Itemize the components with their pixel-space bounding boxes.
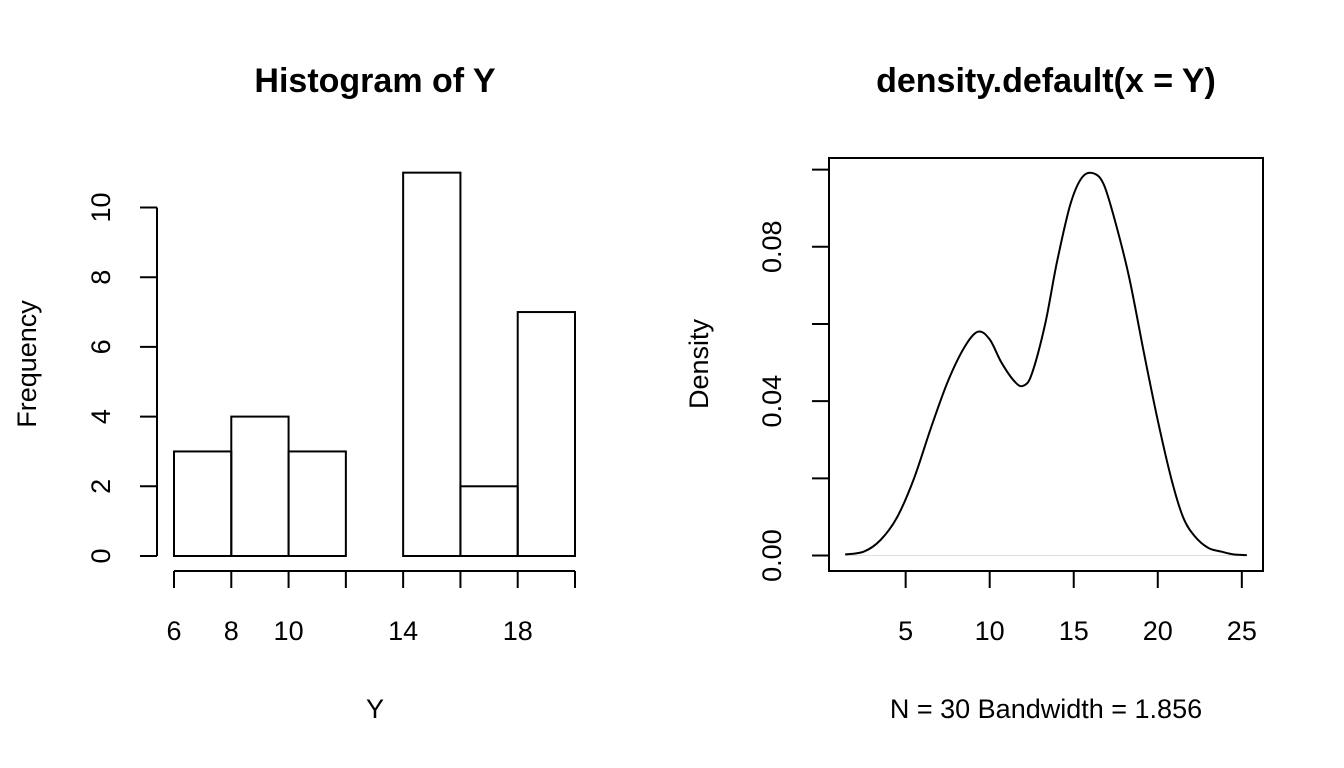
- histogram-xlabel: Y: [366, 694, 384, 724]
- density-x-tick-label: 10: [975, 616, 1005, 646]
- density-x-axis: 5 10 15 20 25: [898, 571, 1257, 646]
- histogram-bars: [173, 171, 577, 558]
- histogram-y-tick-label: 0: [86, 548, 116, 563]
- histogram-bar: [287, 450, 347, 558]
- density-ylabel: Density: [684, 318, 714, 409]
- histogram-bar: [402, 171, 462, 557]
- histogram-bar: [230, 415, 290, 557]
- histogram-y-tick-label: 4: [86, 409, 116, 424]
- histogram-x-axis: 6 8 10 14 18: [166, 570, 576, 646]
- histogram-bar: [459, 485, 519, 557]
- histogram-x-tick-label: 14: [388, 616, 418, 646]
- histogram-title: Histogram of Y: [254, 62, 496, 100]
- histogram-y-tick-label: 10: [86, 192, 116, 222]
- histogram-x-tick-label: 10: [274, 616, 304, 646]
- histogram-panel: Histogram of Y Y Frequency 6 8 10 14 18 0 2 4 6…: [12, 62, 577, 724]
- histogram-y-tick-label: 8: [86, 270, 116, 285]
- histogram-x-tick-label: 18: [503, 616, 533, 646]
- density-x-tick-label: 20: [1143, 616, 1173, 646]
- density-y-tick-label: 0.04: [757, 375, 787, 428]
- density-x-tick-label: 5: [898, 616, 913, 646]
- density-y-axis: 0.00 0.04 0.08: [757, 168, 829, 582]
- histogram-x-tick-label: 6: [166, 616, 181, 646]
- histogram-y-tick-label: 2: [86, 479, 116, 494]
- density-xlabel: N = 30 Bandwidth = 1.856: [890, 694, 1202, 724]
- histogram-ylabel: Frequency: [12, 300, 42, 428]
- histogram-bar: [173, 450, 233, 558]
- histogram-bar: [516, 311, 577, 557]
- density-panel: density.default(x = Y) N = 30 Bandwidth …: [684, 62, 1264, 724]
- density-y-tick-label: 0.00: [757, 529, 787, 582]
- density-y-tick-label: 0.08: [757, 220, 787, 273]
- density-plot-box: [828, 157, 1264, 572]
- density-x-tick-label: 25: [1227, 616, 1257, 646]
- histogram-y-axis: 0 2 4 6 8 10: [86, 192, 158, 564]
- density-x-tick-label: 15: [1059, 616, 1089, 646]
- density-title: density.default(x = Y): [876, 62, 1216, 100]
- density-curve: [844, 171, 1247, 557]
- histogram-y-tick-label: 6: [86, 339, 116, 354]
- histogram-x-tick-label: 8: [224, 616, 239, 646]
